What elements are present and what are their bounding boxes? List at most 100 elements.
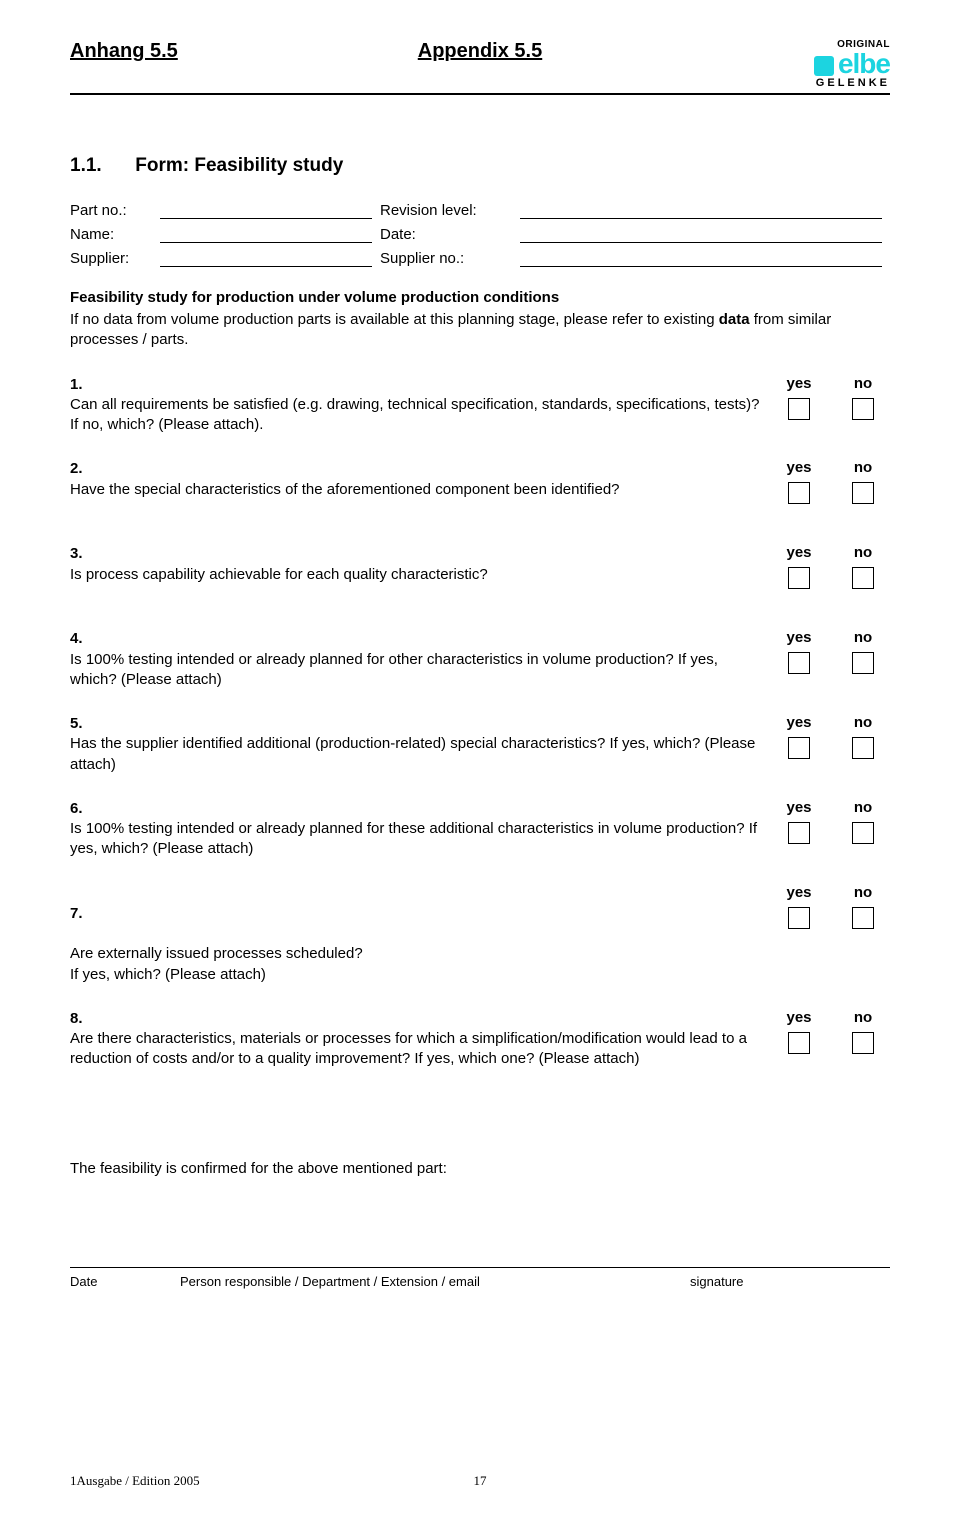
intro-a: If no data from volume production parts … — [70, 311, 719, 328]
question-body: 2. Have the special characteristics of t… — [70, 459, 762, 500]
brand-logo: ORIGINAL elbe GELENKE — [816, 40, 890, 89]
question-3: 3. Is process capability achievable for … — [70, 544, 890, 589]
yes-label: yes — [772, 799, 826, 816]
page-footer: 1Ausgabe / Edition 2005 17 — [70, 1473, 890, 1489]
question-num: 2. — [70, 460, 83, 477]
question-body: 8. Are there characteristics, materials … — [70, 1009, 762, 1070]
question-body: 1. Can all requirements be satisfied (e.… — [70, 375, 762, 436]
header-rule — [70, 93, 890, 95]
sig-person-label: Person responsible / Department / Extens… — [180, 1274, 690, 1289]
checkbox-no[interactable] — [852, 1032, 874, 1054]
questions: 1. Can all requirements be satisfied (e.… — [70, 375, 890, 1070]
question-text: Can all requirements be satisfied (e.g. … — [70, 396, 760, 433]
yes-label: yes — [772, 544, 826, 561]
logo-mid: elbe — [838, 50, 890, 78]
no-label: no — [836, 629, 890, 646]
question-6: 6. Is 100% testing intended or already p… — [70, 799, 890, 860]
confirmation-text: The feasibility is confirmed for the abo… — [70, 1160, 890, 1177]
question-text: Are there characteristics, materials or … — [70, 1030, 747, 1067]
no-label: no — [836, 884, 890, 901]
checkbox-no[interactable] — [852, 822, 874, 844]
question-7: 7. Are externally issued processes sched… — [70, 884, 890, 985]
checkbox-yes[interactable] — [788, 822, 810, 844]
yes-label: yes — [772, 714, 826, 731]
input-supplier[interactable] — [160, 249, 372, 267]
no-label: no — [836, 544, 890, 561]
checkbox-no[interactable] — [852, 737, 874, 759]
input-date[interactable] — [520, 225, 882, 243]
label-name: Name: — [70, 226, 160, 243]
question-num: 4. — [70, 630, 83, 647]
logo-bot: GELENKE — [816, 78, 890, 89]
question-body: 3. Is process capability achievable for … — [70, 544, 762, 585]
input-name[interactable] — [160, 225, 372, 243]
checkbox-no[interactable] — [852, 907, 874, 929]
question-4: 4. Is 100% testing intended or already p… — [70, 629, 890, 690]
yes-label: yes — [772, 459, 826, 476]
intro-text: If no data from volume production parts … — [70, 310, 890, 351]
signature-line — [70, 1267, 890, 1268]
checkbox-no[interactable] — [852, 482, 874, 504]
question-5: 5. Has the supplier identified additiona… — [70, 714, 890, 775]
checkbox-yes[interactable] — [788, 907, 810, 929]
question-body: 7. Are externally issued processes sched… — [70, 884, 762, 985]
question-2: 2. Have the special characteristics of t… — [70, 459, 890, 504]
no-label: no — [836, 1009, 890, 1026]
section-text: Form: Feasibility study — [135, 155, 343, 176]
question-num: 5. — [70, 715, 83, 732]
question-text: Is 100% testing intended or already plan… — [70, 651, 718, 688]
question-num: 3. — [70, 545, 83, 562]
label-date: Date: — [380, 226, 520, 243]
label-part-no: Part no.: — [70, 202, 160, 219]
sig-signature-label: signature — [690, 1274, 890, 1289]
checkbox-no[interactable] — [852, 652, 874, 674]
question-text: Has the supplier identified additional (… — [70, 735, 755, 772]
question-body: 5. Has the supplier identified additiona… — [70, 714, 762, 775]
question-num: 8. — [70, 1010, 83, 1027]
question-body: 4. Is 100% testing intended or already p… — [70, 629, 762, 690]
page-header: Anhang 5.5 Appendix 5.5 ORIGINAL elbe GE… — [70, 40, 890, 89]
subheading: Feasibility study for production under v… — [70, 289, 890, 306]
header-center: Appendix 5.5 — [343, 40, 616, 63]
label-rev: Revision level: — [380, 202, 520, 219]
label-supplier: Supplier: — [70, 250, 160, 267]
question-num: 6. — [70, 800, 83, 817]
label-supplier-no: Supplier no.: — [380, 250, 520, 267]
question-1: 1. Can all requirements be satisfied (e.… — [70, 375, 890, 436]
header-logo-wrap: ORIGINAL elbe GELENKE — [617, 40, 890, 89]
question-text: Is 100% testing intended or already plan… — [70, 820, 757, 857]
form-fields: Part no.: Revision level: Name: Date: Su… — [70, 201, 890, 267]
yes-label: yes — [772, 375, 826, 392]
question-8: 8. Are there characteristics, materials … — [70, 1009, 890, 1070]
question-text: Have the special characteristics of the … — [70, 481, 620, 498]
yes-label: yes — [772, 1009, 826, 1026]
input-rev[interactable] — [520, 201, 882, 219]
checkbox-yes[interactable] — [788, 1032, 810, 1054]
section-number: 1.1. — [70, 155, 130, 177]
question-text: Is process capability achievable for eac… — [70, 566, 488, 583]
checkbox-yes[interactable] — [788, 652, 810, 674]
question-num: 7. — [70, 905, 83, 922]
yes-label: yes — [772, 884, 826, 901]
intro-b: data — [719, 311, 750, 328]
checkbox-yes[interactable] — [788, 398, 810, 420]
question-num: 1. — [70, 376, 83, 393]
checkbox-no[interactable] — [852, 567, 874, 589]
footer-left: 1Ausgabe / Edition 2005 — [70, 1473, 200, 1489]
checkbox-yes[interactable] — [788, 737, 810, 759]
section-title: 1.1. Form: Feasibility study — [70, 155, 890, 177]
checkbox-yes[interactable] — [788, 482, 810, 504]
input-supplier-no[interactable] — [520, 249, 882, 267]
no-label: no — [836, 375, 890, 392]
checkbox-yes[interactable] — [788, 567, 810, 589]
no-label: no — [836, 459, 890, 476]
question-text: Are externally issued processes schedule… — [70, 945, 363, 982]
question-body: 6. Is 100% testing intended or already p… — [70, 799, 762, 860]
no-label: no — [836, 714, 890, 731]
input-part-no[interactable] — [160, 201, 372, 219]
no-label: no — [836, 799, 890, 816]
footer-page: 17 — [474, 1473, 487, 1489]
sig-date-label: Date — [70, 1274, 180, 1289]
checkbox-no[interactable] — [852, 398, 874, 420]
header-left: Anhang 5.5 — [70, 40, 343, 63]
